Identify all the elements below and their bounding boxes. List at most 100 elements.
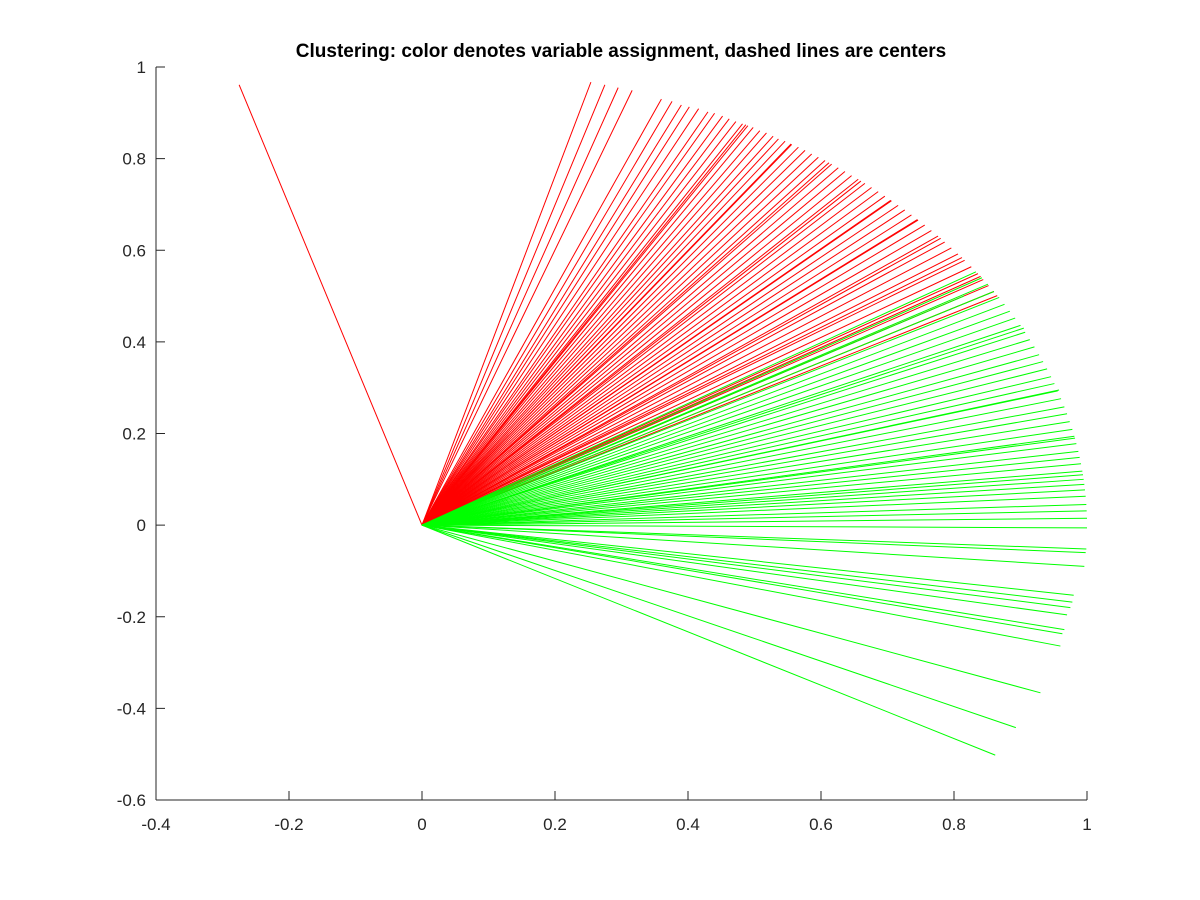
y-tick-label-2: 0.6: [122, 241, 146, 260]
cluster-1-line-31: [421, 171, 846, 526]
cluster-1-line-49: [421, 259, 965, 526]
plot-area: [238, 81, 1088, 756]
cluster-1-line-62: [421, 257, 963, 526]
cluster-1-line-12: [421, 115, 723, 526]
cluster-1-line-9: [421, 108, 700, 526]
cluster-2-line-4: [421, 296, 1000, 526]
cluster-2-line-48: [421, 524, 1017, 729]
x-tick-label-7: 1: [1082, 815, 1091, 834]
cluster-1-line-26: [421, 153, 813, 526]
cluster-1-line-6: [421, 101, 673, 526]
cluster-2-line-22: [421, 428, 1073, 526]
x-tick-label-1: -0.2: [274, 815, 303, 834]
cluster-1-line-10: [421, 111, 709, 526]
cluster-2-line-46: [421, 524, 1061, 647]
cluster-1-line-33: [421, 178, 859, 526]
cluster-2-line-47: [421, 524, 1041, 694]
cluster-2-line-42: [421, 524, 1071, 609]
cluster-2-line-14: [421, 368, 1048, 526]
cluster-2-line-29: [421, 478, 1084, 526]
cluster-1-line-21: [421, 138, 779, 526]
cluster-2-line-54: [421, 474, 1084, 526]
cluster-1-line-50: [421, 266, 972, 526]
cluster-1-line-30: [421, 167, 839, 526]
cluster-1-line-17: [421, 127, 754, 526]
cluster-2-line-26: [421, 456, 1080, 526]
cluster-1-line-46: [421, 241, 945, 526]
x-tick-label-6: 0.8: [942, 815, 966, 834]
cluster-1-line-35: [421, 187, 872, 526]
cluster-2-line-16: [421, 383, 1055, 526]
cluster-2-line-35: [421, 517, 1088, 526]
cluster-2-line-24: [421, 443, 1077, 526]
cluster-2-line-28: [421, 470, 1083, 526]
cluster-1-line-20: [421, 135, 774, 526]
cluster-1-line-18: [421, 130, 761, 526]
cluster-2-line-10: [421, 339, 1030, 526]
cluster-2-line-3: [421, 291, 995, 526]
cluster-1-line-1: [421, 81, 592, 526]
cluster-1-line-43: [421, 224, 925, 526]
cluster-1-line-37: [421, 195, 886, 526]
series-cluster-1: [238, 81, 998, 526]
y-tick-label-7: -0.4: [117, 699, 146, 718]
cluster-2-line-8: [421, 324, 1021, 526]
x-tick-label-3: 0.2: [543, 815, 567, 834]
cluster-2-line-34: [421, 510, 1087, 526]
cluster-2-line-53: [421, 437, 1076, 526]
cluster-1-line-41: [421, 214, 912, 526]
cluster-1-line-14: [421, 121, 737, 526]
cluster-1-line-57: [421, 162, 830, 526]
cluster-2-line-50: [421, 295, 965, 526]
cluster-1-line-40: [421, 209, 906, 526]
x-tick-label-0: -0.4: [141, 815, 170, 834]
cluster-1-line-55: [421, 124, 747, 526]
cluster-1-line-39: [421, 204, 899, 526]
cluster-2-line-31: [421, 489, 1086, 526]
y-tick-label-4: 0.2: [122, 425, 146, 444]
cluster-1-line-36: [421, 191, 879, 526]
cluster-2-line-41: [421, 524, 1073, 603]
cluster-1-line-58: [421, 180, 862, 526]
x-tick-label-5: 0.6: [809, 815, 833, 834]
cluster-2-line-51: [421, 327, 1024, 526]
cluster-2-line-49: [421, 524, 996, 756]
cluster-1-line-45: [421, 235, 939, 526]
cluster-2-line-7: [421, 317, 1016, 526]
cluster-2-line-27: [421, 463, 1082, 526]
cluster-2-line-45: [421, 524, 1063, 635]
cluster-1-line-19: [421, 132, 767, 526]
cluster-2-line-37: [421, 524, 1087, 550]
cluster-2-line-20: [421, 413, 1068, 526]
cluster-2-line-39: [421, 524, 1085, 567]
cluster-2-line-0: [421, 271, 977, 526]
cluster-1-line-15: [421, 123, 743, 526]
cluster-2-line-43: [421, 524, 1068, 616]
cluster-2-line-25: [421, 450, 1079, 526]
cluster-1-line-11: [421, 112, 716, 526]
y-tick-label-3: 0.4: [122, 333, 146, 352]
cluster-1-line-24: [421, 146, 799, 526]
cluster-1-line-60: [421, 219, 918, 526]
cluster-1-line-32: [421, 175, 852, 526]
y-tick-label-6: -0.2: [117, 608, 146, 627]
cluster-1-line-28: [421, 160, 826, 526]
cluster-2-line-18: [421, 398, 1062, 526]
cluster-1-line-25: [421, 150, 806, 526]
cluster-1-line-0: [238, 84, 423, 526]
cluster-2-line-21: [421, 421, 1070, 526]
cluster-1-line-27: [421, 156, 819, 526]
cluster-2-line-33: [421, 504, 1087, 526]
chart-title: Clustering: color denotes variable assig…: [296, 41, 946, 62]
x-tick-label-2: 0: [417, 815, 426, 834]
cluster-2-line-15: [421, 376, 1052, 526]
cluster-2-line-36: [421, 524, 1088, 529]
cluster-2-line-6: [421, 310, 1011, 526]
cluster-2-line-32: [421, 495, 1086, 526]
cluster-1-line-56: [421, 143, 792, 526]
cluster-2-line-9: [421, 331, 1026, 526]
series-cluster-2: [421, 271, 1088, 756]
cluster-1-line-48: [421, 253, 959, 526]
cluster-1-line-22: [421, 140, 786, 526]
